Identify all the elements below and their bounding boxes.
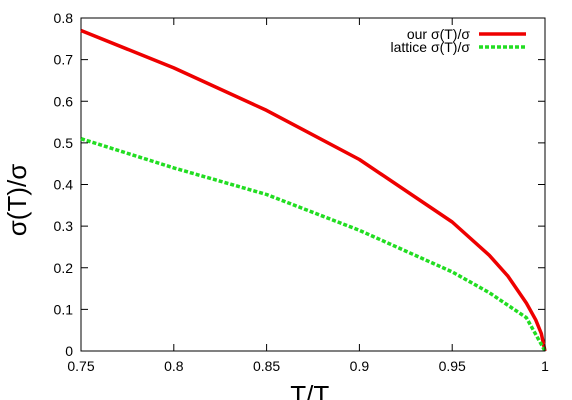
y-tick-label: 0.8 bbox=[54, 10, 74, 26]
x-tick-label: 0.9 bbox=[350, 358, 370, 374]
plot-area bbox=[80, 17, 546, 352]
legend-label-series-0: our σ(T)/σ bbox=[407, 26, 471, 42]
y-tick-label: 0.4 bbox=[54, 177, 74, 193]
y-axis-label: σ(T)/σ bbox=[2, 164, 32, 237]
y-tick-label: 0.6 bbox=[54, 93, 74, 109]
x-tick-label: 0.8 bbox=[164, 358, 184, 374]
x-tick-label: 1 bbox=[541, 358, 549, 374]
ticks-layer: 0.75 0.8 0.85 0.9 0.95 1 0 0.1 0.2 0.3 0.4 0.5 0.6 0.… bbox=[54, 10, 550, 374]
series-layer bbox=[80, 28, 547, 352]
y-tick-label: 0.3 bbox=[54, 218, 74, 234]
series-line-1 bbox=[80, 137, 547, 352]
x-axis-label-main: T/T bbox=[290, 380, 329, 400]
legend-label-series-1: lattice σ(T)/σ bbox=[390, 39, 470, 55]
x-tick-label: 0.85 bbox=[253, 358, 280, 374]
x-axis-label-sub: c bbox=[329, 394, 338, 400]
y-tick-label: 0.7 bbox=[54, 52, 74, 68]
legend: our σ(T)/σ lattice σ(T)/σ bbox=[390, 26, 526, 55]
x-tick-label: 0.95 bbox=[439, 358, 466, 374]
y-tick-label: 0.5 bbox=[54, 135, 74, 151]
plot-frame bbox=[80, 17, 546, 352]
y-tick-label: 0.2 bbox=[54, 260, 74, 276]
y-tick-label: 0 bbox=[65, 343, 73, 359]
series-line-0 bbox=[80, 28, 547, 352]
x-axis-label: T/Tc bbox=[290, 380, 338, 400]
y-tick-label: 0.1 bbox=[54, 301, 74, 317]
x-tick-label: 0.75 bbox=[67, 358, 94, 374]
